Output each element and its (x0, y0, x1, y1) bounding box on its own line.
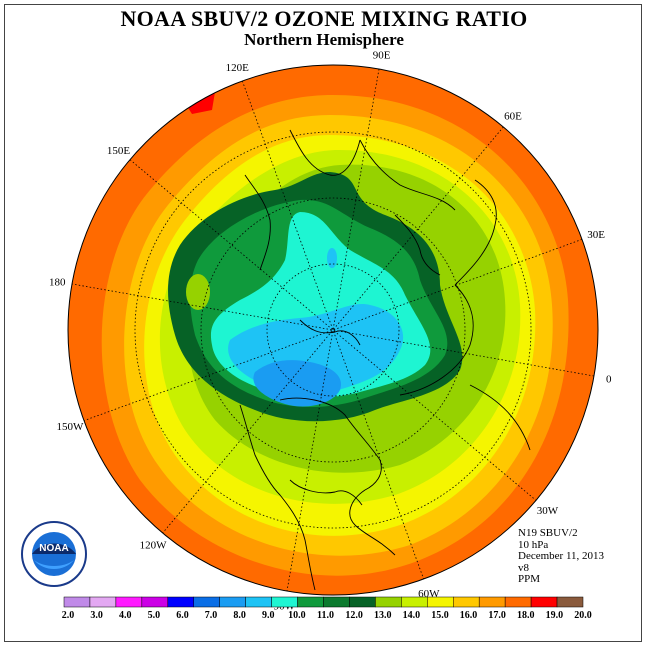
colorbar-swatch (167, 596, 195, 608)
colorbar-swatch (556, 596, 584, 608)
meridian-line (129, 159, 537, 501)
map-boundary-circle (67, 64, 599, 596)
colorbar-tick-label: 5.0 (148, 610, 161, 621)
colorbar-tick-label: 11.0 (317, 610, 334, 621)
image-frame (4, 4, 642, 642)
contour-8ppm-region (253, 360, 341, 407)
longitude-label: 150E (107, 145, 131, 157)
info-date: December 11, 2013 (518, 550, 605, 563)
colorbar-swatch (504, 596, 532, 608)
latitude-circle-60n (266, 263, 400, 397)
colorbar-swatch (401, 596, 428, 608)
meridian-line (241, 80, 425, 580)
colorbar-boxes (63, 596, 584, 608)
colorbar-swatch (297, 596, 324, 608)
gulf-coast (289, 479, 363, 506)
colorbar-swatch (349, 596, 376, 608)
north-america-west-coast (239, 404, 316, 591)
map-subtitle: Northern Hemisphere (244, 30, 404, 49)
colorbar-swatch (193, 596, 220, 608)
colorbar-tick-label: 12.0 (345, 610, 363, 621)
colorbar-swatch (271, 596, 298, 608)
meridian-line (286, 68, 380, 592)
logo-text: NOAA (39, 543, 68, 554)
contour-13ppm-island (186, 274, 210, 310)
colorbar-swatch (427, 596, 454, 608)
colorbar-tick-label: 16.0 (460, 610, 478, 621)
longitude-label: 150W (56, 421, 84, 433)
longitude-label: 90E (373, 49, 391, 61)
contour-19ppm-patch (185, 92, 215, 114)
meridian-line (162, 126, 504, 534)
colorbar-tick-label: 19.0 (546, 610, 564, 621)
colorbar-tick-label: 18.0 (517, 610, 535, 621)
logo-bird-icon (32, 543, 76, 554)
colorbar-swatch (453, 596, 480, 608)
colorbar-tick-label: 9.0 (262, 610, 275, 621)
coastlines (239, 129, 531, 591)
latitude-circle-30n (200, 197, 466, 463)
map-title: NOAA SBUV/2 OZONE MIXING RATIO (120, 6, 528, 31)
contour-9ppm-spot (327, 248, 337, 268)
latitude-circle-0 (134, 131, 532, 529)
info-satellite: N19 SBUV/2 (518, 527, 578, 539)
colorbar-tick-label: 14.0 (403, 610, 421, 621)
colorbar-tick-label: 15.0 (431, 610, 449, 621)
colorbar-tick-label: 4.0 (119, 610, 132, 621)
asia-coast-north (359, 139, 456, 211)
colorbar-tick-label: 7.0 (205, 610, 218, 621)
colorbar-swatch (375, 596, 402, 608)
info-units: PPM (518, 573, 541, 586)
north-america-east-coast (279, 397, 396, 556)
colorbar-swatch (530, 596, 558, 608)
colorbar-swatch (63, 596, 91, 608)
meridian-line (71, 283, 595, 377)
greenland-coast (399, 284, 474, 396)
colorbar-swatch (115, 596, 143, 608)
europe-coast (454, 179, 497, 286)
scandinavia-coast (394, 214, 441, 276)
colorbar-tick-label: 13.0 (374, 610, 392, 621)
longitude-label: 0 (606, 374, 612, 386)
metadata-panel: N19 SBUV/2 10 hPa December 11, 2013 v8 P… (518, 527, 605, 586)
logo-wave-icon (34, 560, 74, 569)
africa-coast (469, 384, 531, 451)
meridian-line (83, 238, 583, 422)
colorbar-tick-label: 3.0 (90, 610, 103, 621)
colorbar-tick-label: 2.0 (62, 610, 75, 621)
asia-coast-east (289, 129, 361, 176)
info-version: v8 (518, 561, 529, 574)
colorbar-swatch (219, 596, 246, 608)
colorbar-tick-label: 20.0 (574, 610, 592, 621)
colorbar-tick-label: 8.0 (233, 610, 246, 621)
longitude-label: 30E (587, 229, 605, 241)
longitude-label: 60E (504, 111, 522, 123)
colorbar-swatch (323, 596, 350, 608)
info-level: 10 hPa (518, 538, 549, 551)
longitude-label: 30W (537, 505, 559, 517)
graticule (71, 68, 595, 592)
colorbar-tick-labels: 2.0 3.0 4.0 5.0 6.0 7.0 8.0 9.0 10.0 11.0 12.0 13.0… (62, 610, 592, 621)
longitude-label: 180 (49, 276, 66, 288)
kamchatka-coast (244, 174, 271, 271)
colorbar-swatch (478, 596, 506, 608)
colorbar-swatch (89, 596, 117, 608)
colorbar-tick-label: 10.0 (288, 610, 306, 621)
colorbar-swatch (141, 596, 169, 608)
colorbar-swatch (245, 596, 272, 608)
colorbar-tick-label: 6.0 (176, 610, 189, 621)
longitude-label: 120W (140, 539, 168, 551)
noaa-logo: NOAA (21, 521, 87, 587)
longitude-label: 120E (226, 62, 250, 74)
colorbar-tick-label: 17.0 (488, 610, 506, 621)
